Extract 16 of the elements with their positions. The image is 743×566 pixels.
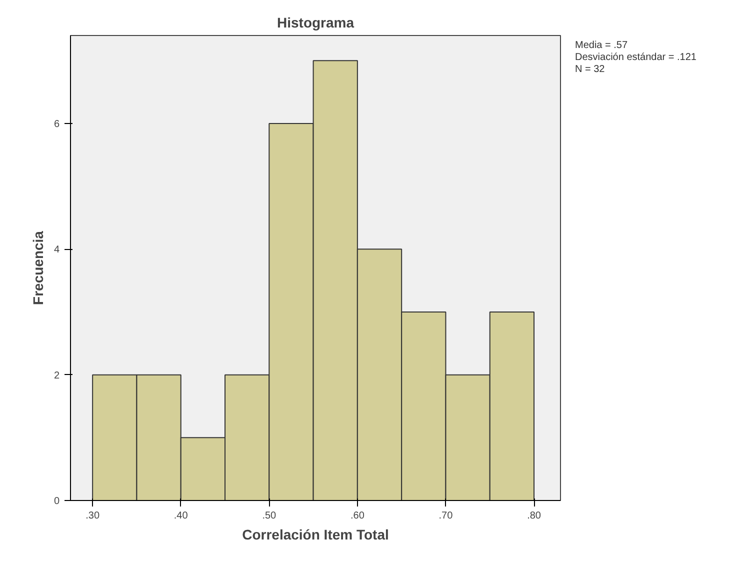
chart-title: Histograma [276, 14, 354, 30]
y-tick-label: 6 [54, 118, 60, 130]
text: Desviación estándar = .121 [575, 52, 696, 63]
y-tick-label: 0 [54, 496, 60, 507]
y-tick-label: 2 [54, 370, 60, 382]
text: N = 32 [575, 64, 605, 75]
y-axis-title: Frecuencia [30, 230, 46, 305]
text: Media = .57 [575, 40, 628, 51]
x-tick-label: .60 [350, 510, 365, 522]
x-tick-label: .70 [438, 510, 454, 522]
x-axis-title: Correlación Item Total [242, 526, 389, 542]
y-tick-label: 4 [54, 244, 60, 256]
x-tick-label: .80 [527, 510, 542, 522]
x-tick-label: .40 [174, 510, 188, 522]
x-tick-label: .50 [262, 510, 277, 522]
x-tick-label: .30 [86, 510, 100, 522]
